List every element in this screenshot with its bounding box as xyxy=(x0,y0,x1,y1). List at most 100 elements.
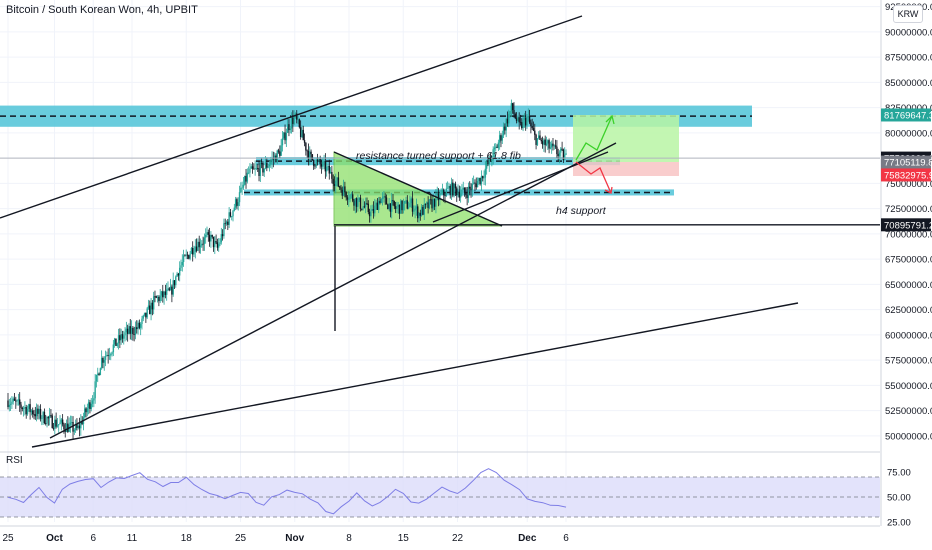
target-zone xyxy=(573,115,679,162)
candle-body xyxy=(191,248,194,255)
candle-body xyxy=(448,186,450,188)
candle-body xyxy=(557,154,559,157)
candle-body xyxy=(227,221,229,225)
candle-body xyxy=(212,236,215,248)
candle-body xyxy=(89,402,91,409)
candle-body xyxy=(81,421,83,425)
candle-body xyxy=(349,195,351,199)
candle-body xyxy=(285,132,288,141)
candle-body xyxy=(426,202,428,204)
candle-body xyxy=(19,399,21,405)
candle-body xyxy=(93,398,95,401)
candle-body xyxy=(260,163,263,164)
candle-body xyxy=(133,334,135,336)
candle-body xyxy=(182,255,185,263)
price-badge-label: 75832975.9 xyxy=(884,170,932,181)
candle-body xyxy=(413,210,415,212)
candle-body xyxy=(459,193,462,198)
candle-body xyxy=(253,168,255,170)
price-axis[interactable]: 92500000.090000000.087500000.085000000.0… xyxy=(880,0,932,529)
candle-body xyxy=(456,188,458,196)
candle-body xyxy=(325,166,328,172)
candle-body xyxy=(145,312,147,318)
candle-body xyxy=(351,194,354,201)
candle-body xyxy=(173,280,176,286)
candle-body xyxy=(479,177,481,185)
candle-body xyxy=(202,243,204,245)
price-badge-label: 70895791.2 xyxy=(884,220,932,231)
candle-body xyxy=(50,415,52,416)
candle-body xyxy=(428,199,431,209)
candle-body xyxy=(198,241,200,248)
candle-body xyxy=(207,232,210,235)
candle-body xyxy=(371,208,373,211)
chart-title: Bitcoin / South Korean Won, 4h, UPBIT xyxy=(6,4,198,16)
currency-badge[interactable]: KRW xyxy=(893,5,923,23)
candle-body xyxy=(414,208,416,211)
candle-body xyxy=(264,162,267,169)
candle-body xyxy=(552,143,554,146)
triangle-upper-edge xyxy=(333,151,503,227)
candle-body xyxy=(171,286,173,295)
candle-body xyxy=(289,128,291,131)
candle-body xyxy=(84,408,86,418)
candle-body xyxy=(565,153,567,155)
candle-body xyxy=(419,212,422,216)
candle-body xyxy=(150,302,152,315)
candle-body xyxy=(34,414,37,417)
candle-body xyxy=(401,200,403,211)
candle-body xyxy=(361,208,363,210)
long-term-trendline xyxy=(31,302,799,448)
candle-body xyxy=(381,196,384,199)
candle-body xyxy=(400,200,402,214)
price-tick-label: 67500000.0 xyxy=(885,255,932,266)
candle-body xyxy=(281,138,284,146)
candle-body xyxy=(186,254,189,256)
candle-body xyxy=(67,423,69,432)
candle-body xyxy=(167,288,169,290)
candle-body xyxy=(420,206,423,216)
candle-body xyxy=(236,199,238,206)
candle-body xyxy=(72,421,74,432)
candle-body xyxy=(41,418,43,420)
candle-body xyxy=(461,189,463,194)
candle-body xyxy=(56,425,59,427)
candle-body xyxy=(63,424,65,430)
bullish-arrowhead xyxy=(605,114,615,125)
price-badge-label: 77105119.8 xyxy=(884,158,932,169)
time-axis[interactable]: 25 Oct 6 11 18 25 Nov 8 15 22 Dec 6 xyxy=(2,533,569,544)
candle-body xyxy=(407,207,410,209)
candle-body xyxy=(106,354,108,357)
price-tick-label: 72500000.0 xyxy=(885,204,932,215)
candle-body xyxy=(241,187,243,189)
candle-body xyxy=(280,145,282,156)
candle-body xyxy=(152,296,155,310)
candle-body xyxy=(393,201,396,207)
candle-body xyxy=(113,338,116,345)
candle-body xyxy=(20,404,22,408)
candle-body xyxy=(497,142,500,148)
price-tick-label: 75000000.0 xyxy=(885,179,932,190)
candle-body xyxy=(76,424,78,428)
candle-body xyxy=(319,158,321,164)
candle-body xyxy=(471,183,474,191)
candle-body xyxy=(247,172,250,174)
candle-body xyxy=(483,177,485,179)
candle-body xyxy=(405,200,407,202)
candle-body xyxy=(453,183,455,196)
candle-body xyxy=(33,414,35,416)
candle-body xyxy=(363,206,366,208)
candle-body xyxy=(8,404,11,408)
candle-body xyxy=(509,111,511,115)
candle-body xyxy=(484,168,487,178)
candle-body xyxy=(55,419,57,427)
price-badge-bg xyxy=(881,168,931,182)
candle-body xyxy=(458,192,461,198)
candle-body xyxy=(238,192,241,203)
candle-body xyxy=(220,234,223,243)
time-tick-label: 25 xyxy=(2,533,14,544)
candle-body xyxy=(423,203,425,215)
candle-body xyxy=(59,422,61,425)
candle-body xyxy=(376,202,379,210)
price-tick-label: 57500000.0 xyxy=(885,356,932,367)
